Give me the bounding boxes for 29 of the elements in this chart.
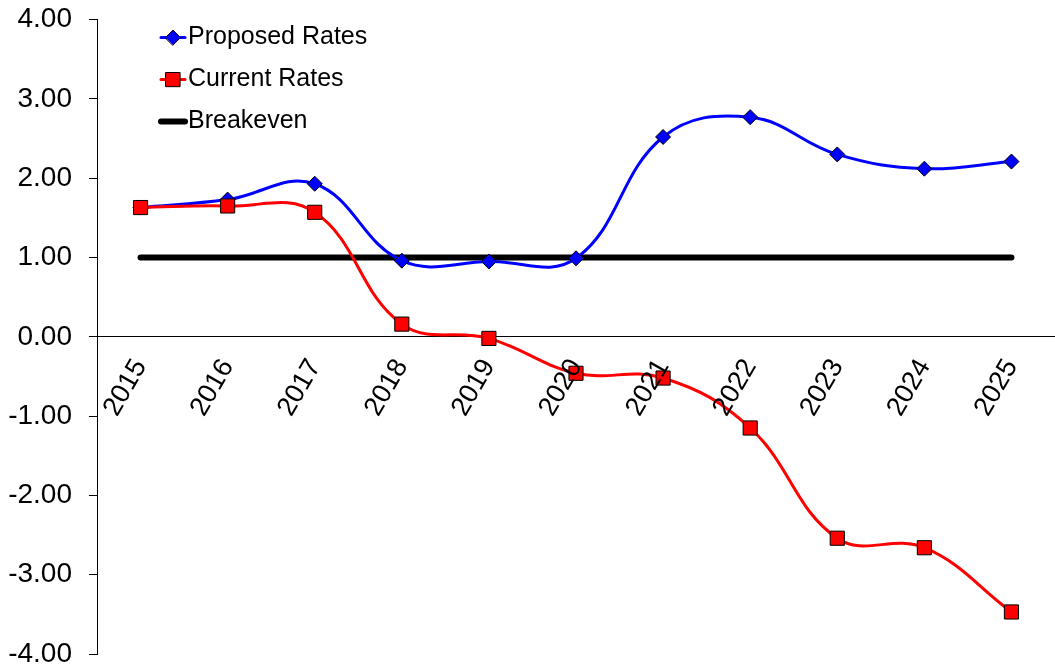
- point: [916, 540, 932, 556]
- y-tick-label: 2.00: [17, 160, 72, 192]
- y-tick-label: 3.00: [17, 81, 72, 113]
- y-tick-label: 0.00: [17, 319, 72, 351]
- point: [742, 109, 759, 126]
- point: [481, 330, 497, 346]
- legend-label: Current Rates: [188, 63, 344, 92]
- y-tick-label: -4.00: [8, 636, 72, 668]
- y-tick-label: -2.00: [8, 478, 72, 510]
- point: [480, 253, 497, 270]
- point: [916, 160, 933, 177]
- point: [393, 252, 410, 269]
- point: [655, 128, 672, 145]
- point: [742, 420, 758, 436]
- point: [220, 198, 236, 214]
- point: [306, 175, 323, 192]
- point: [394, 316, 410, 332]
- point: [1003, 153, 1020, 170]
- y-tick-label: 1.00: [17, 240, 72, 272]
- point: [307, 204, 323, 220]
- point: [829, 530, 845, 546]
- point: [829, 146, 846, 163]
- y-tick-label: -1.00: [8, 398, 72, 430]
- y-tick-label: 4.00: [17, 2, 72, 34]
- point: [568, 250, 584, 267]
- y-tick-label: -3.00: [8, 557, 72, 589]
- legend-label: Breakeven: [188, 105, 308, 134]
- point: [1003, 604, 1020, 620]
- legend-label: Proposed Rates: [188, 21, 368, 50]
